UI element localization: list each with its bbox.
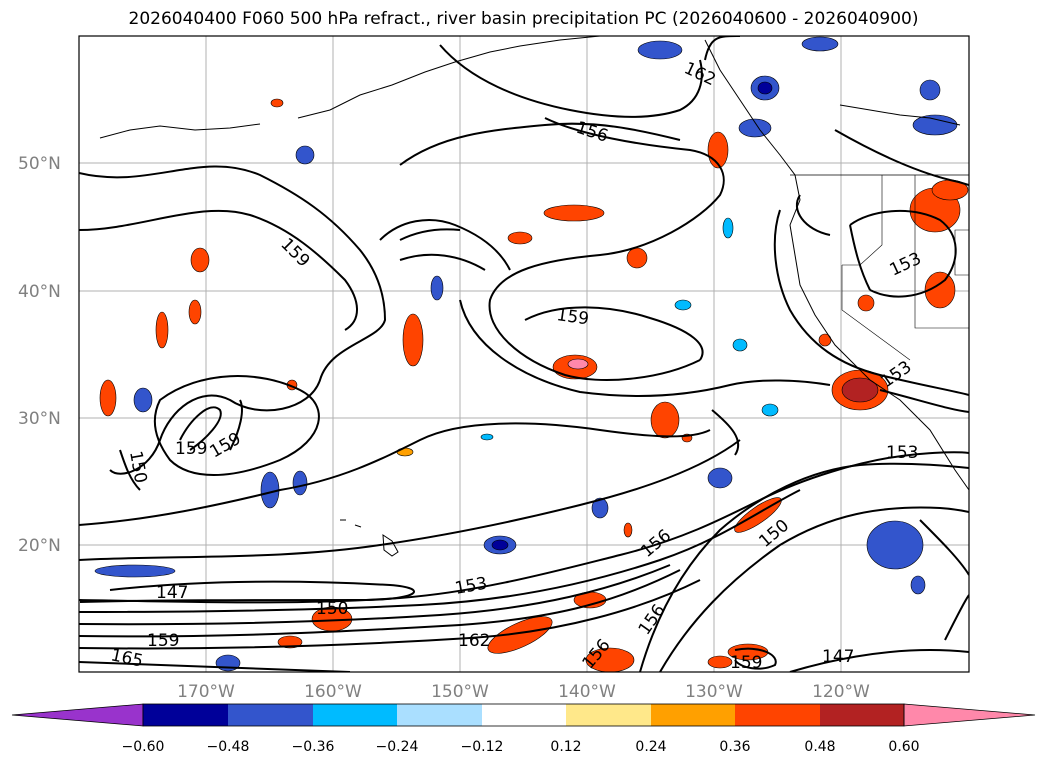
- colorbar-tick: −0.60: [122, 739, 165, 755]
- lat-label-30n: 30°N: [18, 409, 61, 429]
- lat-label-40n: 40°N: [18, 282, 61, 302]
- colorbar-segment: [143, 704, 228, 726]
- colorbar-tick: −0.48: [207, 739, 250, 755]
- colorbar-tick: −0.36: [292, 739, 335, 755]
- lon-label-160w: 160°W: [304, 682, 362, 702]
- map-area: [79, 36, 969, 672]
- colorbar: −0.60 −0.48 −0.36 −0.24 −0.12 0.12 0.24 …: [11, 703, 1036, 755]
- map-frame: [78, 35, 970, 673]
- contour-label: 159: [147, 631, 179, 651]
- coastlines: [99, 36, 969, 557]
- colorbar-ticks: −0.60 −0.48 −0.36 −0.24 −0.12 0.12 0.24 …: [122, 739, 920, 755]
- colorbar-segment: [735, 704, 820, 726]
- lon-label-170w: 170°W: [177, 682, 235, 702]
- contour-label: 159: [175, 439, 207, 459]
- contour-label: 153: [886, 443, 918, 463]
- colorbar-tick: 0.60: [888, 739, 919, 755]
- colorbar-tick: 0.24: [635, 739, 666, 755]
- colorbar-segment: [566, 704, 651, 726]
- map-title: 2026040400 F060 500 hPa refract., river …: [128, 9, 919, 29]
- contour-label: 150: [316, 599, 348, 619]
- lon-label-150w: 150°W: [431, 682, 489, 702]
- contour-label: 147: [822, 647, 854, 667]
- colorbar-max-extension: [903, 703, 1036, 727]
- latitude-labels: 50°N 40°N 30°N 20°N: [18, 154, 61, 556]
- contour-label: 159: [730, 653, 762, 673]
- colorbar-tick: −0.24: [376, 739, 419, 755]
- lon-label-140w: 140°W: [558, 682, 616, 702]
- contour-label: 162: [458, 631, 490, 651]
- colorbar-min-extension: [11, 703, 144, 727]
- negative-precip-patches: [94, 36, 958, 672]
- colorbar-tick: −0.12: [461, 739, 504, 755]
- colorbar-tick: 0.12: [550, 739, 581, 755]
- contour-label: 159: [555, 305, 590, 329]
- contour-label: 147: [156, 583, 188, 603]
- longitude-labels: 170°W 160°W 150°W 140°W 130°W 120°W: [177, 682, 870, 702]
- lon-label-120w: 120°W: [812, 682, 870, 702]
- lat-label-20n: 20°N: [18, 536, 61, 556]
- colorbar-tick: 0.48: [804, 739, 835, 755]
- colorbar-segment: [820, 704, 904, 726]
- colorbar-tick: 0.36: [719, 739, 750, 755]
- lat-label-50n: 50°N: [18, 154, 61, 174]
- refractivity-contours: [79, 36, 969, 672]
- colorbar-segment: [313, 704, 397, 726]
- colorbar-segment: [651, 704, 735, 726]
- lon-label-130w: 130°W: [685, 682, 743, 702]
- colorbar-segment: [482, 704, 566, 726]
- colorbar-segment: [228, 704, 313, 726]
- colorbar-outline: [142, 703, 905, 727]
- colorbar-segment: [397, 704, 482, 726]
